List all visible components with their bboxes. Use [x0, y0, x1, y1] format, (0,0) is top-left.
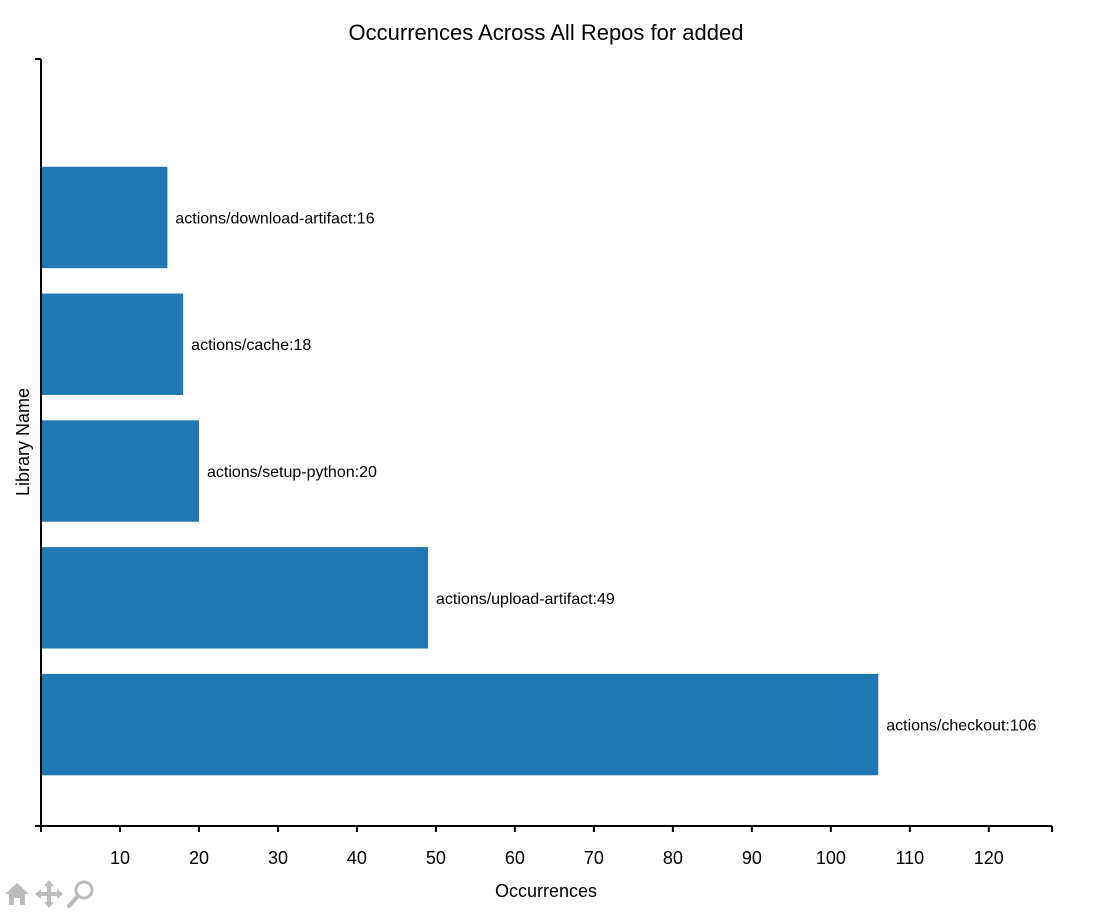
x-tick-label: 80	[663, 848, 683, 868]
bar-actions-cache	[41, 293, 184, 395]
x-tick-label: 120	[974, 848, 1004, 868]
data-labels-group: actions/checkout:106 actions/upload-artif…	[175, 210, 1036, 734]
x-tick-label: 90	[742, 848, 762, 868]
x-tick-label: 110	[895, 848, 924, 868]
y-axis-label: Library Name	[13, 388, 33, 496]
data-label: actions/checkout:106	[886, 718, 1036, 735]
bar-actions-download-artifact	[41, 166, 168, 269]
x-tick-label: 50	[426, 848, 446, 868]
data-label: actions/setup-python:20	[207, 464, 377, 481]
x-ticks-group: 10 20 30 40 50 60 70 80 90 100 110 120	[110, 826, 1004, 868]
x-tick-label: 30	[268, 848, 288, 868]
zoom-icon[interactable]	[66, 879, 96, 909]
x-tick-label: 60	[505, 848, 525, 868]
plot-toolbar	[2, 877, 98, 911]
pan-icon[interactable]	[34, 879, 64, 909]
bar-actions-upload-artifact	[41, 547, 429, 649]
bar-actions-checkout	[41, 673, 879, 776]
x-tick-label: 70	[584, 848, 604, 868]
bars-group	[41, 166, 879, 776]
data-label: actions/download-artifact:16	[175, 210, 374, 227]
x-tick-label: 40	[347, 848, 367, 868]
x-axis-label: Occurrences	[495, 881, 597, 901]
x-tick-label: 10	[110, 848, 130, 868]
bar-actions-setup-python	[41, 420, 199, 522]
data-label: actions/upload-artifact:49	[436, 591, 615, 608]
x-tick-label: 100	[816, 848, 846, 868]
chart-title: Occurrences Across All Repos for added	[349, 20, 744, 45]
x-tick-label: 20	[189, 848, 209, 868]
home-icon[interactable]	[2, 879, 32, 909]
data-label: actions/cache:18	[191, 337, 311, 354]
